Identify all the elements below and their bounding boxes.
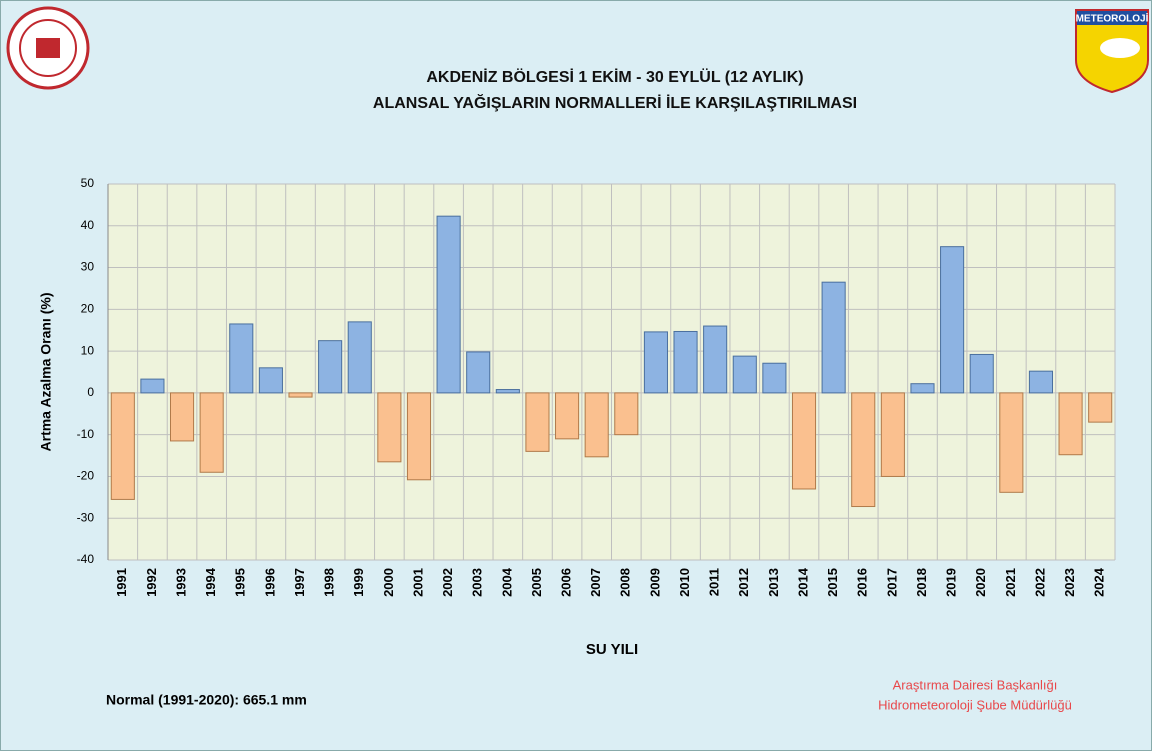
x-axis-label: SU YILI xyxy=(586,641,638,658)
x-tick-label: 2021 xyxy=(1003,568,1018,597)
bar xyxy=(763,363,786,393)
x-tick-label: 2008 xyxy=(618,568,633,597)
y-tick-label: 0 xyxy=(87,385,94,399)
bar xyxy=(111,393,134,500)
y-tick-label: 20 xyxy=(81,302,95,316)
bar xyxy=(259,368,282,393)
x-tick-label: 2000 xyxy=(381,568,396,597)
bar xyxy=(526,393,549,451)
x-tick-label: 2016 xyxy=(855,568,870,597)
x-tick-label: 1999 xyxy=(351,568,366,597)
bar xyxy=(970,354,993,392)
x-tick-label: 2013 xyxy=(766,568,781,597)
chart-title: ALANSAL YAĞIŞLARIN NORMALLERİ İLE KARŞIL… xyxy=(373,93,857,112)
x-tick-label: 2019 xyxy=(944,568,959,597)
bar xyxy=(674,331,697,392)
right-logo: METEOROLOJİ xyxy=(1076,10,1149,92)
bar xyxy=(230,324,253,393)
credit: Hidrometeoroloji Şube Müdürlüğü xyxy=(878,697,1072,712)
x-tick-label: 2020 xyxy=(973,568,988,597)
x-tick-label: 2001 xyxy=(410,568,425,597)
y-tick-label: 40 xyxy=(81,218,95,232)
x-tick-label: 2004 xyxy=(499,567,514,597)
bar xyxy=(289,393,312,397)
bar xyxy=(319,341,342,393)
bar xyxy=(585,393,608,457)
bar xyxy=(496,390,519,393)
y-tick-label: -40 xyxy=(77,552,95,566)
x-tick-label: 2010 xyxy=(677,568,692,597)
bar xyxy=(378,393,401,462)
x-tick-label: 1996 xyxy=(262,568,277,597)
y-tick-label: 50 xyxy=(81,176,95,190)
bar xyxy=(733,356,756,393)
x-tick-label: 1995 xyxy=(233,568,248,597)
bar xyxy=(1089,393,1112,422)
x-tick-label: 2023 xyxy=(1062,568,1077,597)
bar xyxy=(467,352,490,393)
bar xyxy=(615,393,638,435)
x-tick-label: 1991 xyxy=(114,568,129,597)
x-tick-label: 1997 xyxy=(292,568,307,597)
bar xyxy=(1029,371,1052,393)
chart: METEOROLOJİ AKDENİZ BÖLGESİ 1 EKİM - 30 … xyxy=(0,0,1152,751)
bar xyxy=(881,393,904,477)
bar xyxy=(407,393,430,480)
bar xyxy=(911,384,934,393)
bar xyxy=(941,247,964,393)
x-tick-label: 2003 xyxy=(470,568,485,597)
credit: Araştırma Dairesi Başkanlığı xyxy=(893,677,1058,692)
x-tick-label: 2005 xyxy=(529,568,544,597)
bar xyxy=(704,326,727,393)
x-tick-label: 2006 xyxy=(559,568,574,597)
x-tick-label: 2002 xyxy=(440,568,455,597)
bar xyxy=(348,322,371,393)
y-tick-label: -30 xyxy=(77,510,95,524)
logo-text: METEOROLOJİ xyxy=(1076,12,1149,25)
x-tick-label: 2017 xyxy=(884,568,899,597)
x-tick-label: 2007 xyxy=(588,568,603,597)
x-tick-label: 2011 xyxy=(707,568,722,596)
bar xyxy=(556,393,579,439)
x-tick-label: 1998 xyxy=(322,568,337,597)
bar xyxy=(170,393,193,441)
left-logo xyxy=(8,8,88,88)
x-tick-label: 2009 xyxy=(647,568,662,597)
chart-title: AKDENİZ BÖLGESİ 1 EKİM - 30 EYLÜL (12 AY… xyxy=(426,67,803,86)
y-tick-label: -20 xyxy=(77,469,95,483)
bar xyxy=(822,282,845,393)
x-tick-label: 2022 xyxy=(1032,568,1047,597)
x-tick-label: 2024 xyxy=(1092,567,1107,597)
x-tick-label: 1992 xyxy=(144,568,159,597)
y-tick-label: 30 xyxy=(81,260,95,274)
x-tick-label: 1994 xyxy=(203,567,218,597)
x-tick-label: 2014 xyxy=(795,567,810,597)
x-tick-label: 2015 xyxy=(825,568,840,597)
y-tick-label: 10 xyxy=(81,343,95,357)
bar xyxy=(437,216,460,393)
x-tick-label: 1993 xyxy=(173,568,188,597)
bar xyxy=(852,393,875,507)
y-tick-label: -10 xyxy=(77,427,95,441)
bar xyxy=(200,393,223,472)
x-tick-label: 2018 xyxy=(914,568,929,597)
bar xyxy=(644,332,667,393)
bar xyxy=(792,393,815,489)
note: Normal (1991-2020): 665.1 mm xyxy=(106,692,307,708)
bar xyxy=(1059,393,1082,455)
bar xyxy=(1000,393,1023,492)
x-tick-label: 2012 xyxy=(736,568,751,597)
y-axis-label: Artma Azalma Oranı (%) xyxy=(38,293,54,452)
bar xyxy=(141,379,164,393)
